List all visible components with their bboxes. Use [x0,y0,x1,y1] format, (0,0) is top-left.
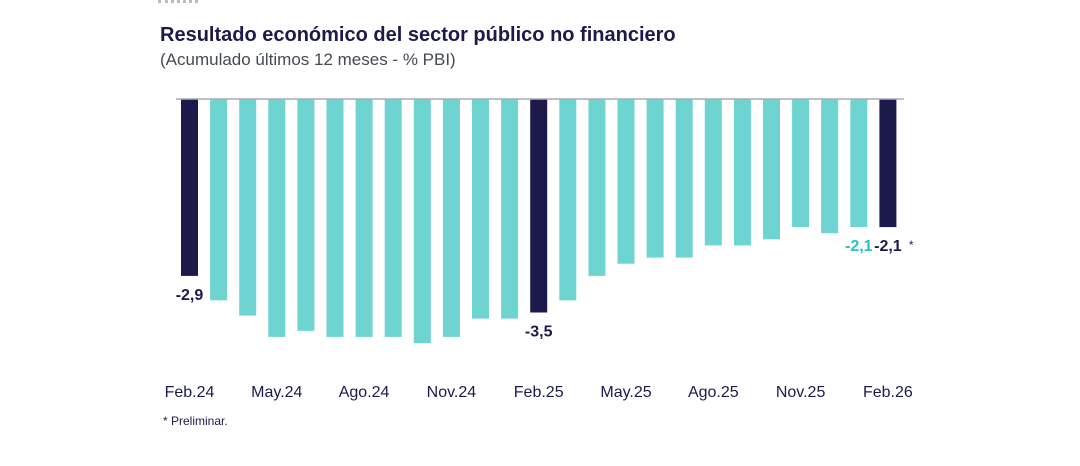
bar-Jul.25 [675,99,693,258]
bar-Sep.25 [733,99,751,246]
bar-Dic.24 [472,99,489,319]
chart-title: Resultado económico del sector público n… [160,24,676,46]
bar-Mar.25 [559,99,577,301]
x-tick-label: Ago.25 [688,384,739,401]
bar-Ene.25 [501,99,519,319]
bar-Dic.25 [821,99,839,234]
bar-Mar.24 [210,99,228,301]
bar-Ago.24 [355,99,373,337]
data-label-Feb.25: -3,5 [525,324,553,341]
footnote: * Preliminar. [163,414,228,428]
preliminary-marker: * [909,238,914,252]
top-cropped-fragment [158,0,198,7]
x-tick-label: Ago.24 [339,384,390,401]
x-tick-label: May.25 [600,384,651,401]
bar-Ago.25 [704,99,722,246]
x-tick-label: Nov.25 [776,384,826,401]
chart-subtitle: (Acumulado últimos 12 meses - % PBI) [160,50,456,69]
bar-Feb.24 [181,99,198,276]
bar-Sep.24 [384,99,402,337]
data-label-Ene.26: -2,1 [845,238,873,255]
bar-Jun.24 [297,99,315,331]
data-label-Feb.24: -2,9 [176,287,204,304]
bar-Jul.24 [326,99,344,337]
bar-Feb.25 [530,99,548,313]
x-tick-label: Feb.25 [514,384,564,401]
x-tick-label: Feb.26 [863,384,913,401]
bar-Nov.24 [442,99,460,337]
bar-May.24 [268,99,286,337]
bar-Oct.24 [413,99,431,343]
bar-Feb.26 [879,99,897,228]
bar-May.25 [617,99,635,264]
x-tick-label: May.24 [251,384,302,401]
bar-Abr.24 [239,99,257,316]
bar-Nov.25 [792,99,810,228]
x-tick-label: Feb.24 [165,384,215,401]
data-label-Feb.26: -2,1 [874,238,902,255]
bar-Jun.25 [646,99,664,258]
bar-Oct.25 [763,99,780,240]
bar-Ene.26 [850,99,868,228]
x-tick-label: Nov.24 [427,384,477,401]
bar-Abr.25 [588,99,606,276]
